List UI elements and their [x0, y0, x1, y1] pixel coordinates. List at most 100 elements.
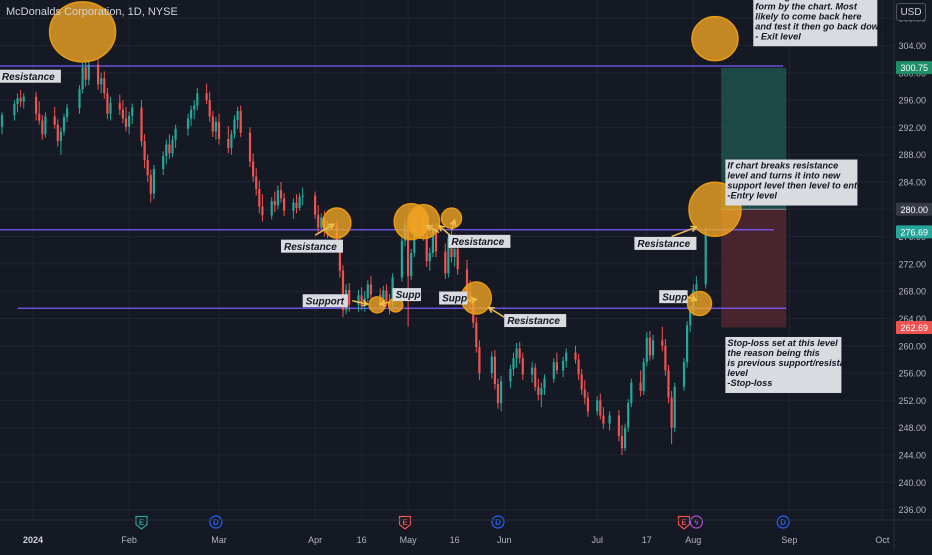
- event-marker[interactable]: D: [491, 515, 505, 529]
- arrow[interactable]: [425, 224, 440, 234]
- candle-body: [410, 252, 413, 277]
- arrow[interactable]: [686, 295, 698, 302]
- candle: [128, 111, 131, 135]
- candle: [131, 103, 134, 124]
- candle: [360, 287, 363, 311]
- candle: [171, 135, 174, 158]
- candle-body: [639, 382, 642, 391]
- highlight-circle[interactable]: [686, 290, 713, 317]
- level-label[interactable]: Supp: [439, 291, 468, 305]
- arrow-shaft: [314, 223, 335, 236]
- price-badge-label: 276.69: [900, 227, 928, 237]
- arrow-shaft: [380, 301, 390, 305]
- level-label[interactable]: Supp: [392, 288, 421, 301]
- price-tick-label: 304.00: [898, 41, 926, 51]
- event-marker[interactable]: E: [398, 515, 412, 530]
- highlight-circle[interactable]: [322, 207, 352, 239]
- level-label[interactable]: Resistance: [504, 314, 567, 327]
- candle-body: [230, 134, 233, 148]
- candle: [444, 243, 447, 279]
- candle-body: [261, 206, 264, 216]
- price-badge-bg: [896, 202, 932, 216]
- level-label[interactable]: Resistance: [0, 69, 61, 83]
- candle: [35, 91, 38, 121]
- highlight-circle[interactable]: [48, 1, 117, 63]
- candle-body: [534, 367, 537, 387]
- arrow[interactable]: [466, 296, 478, 304]
- candle: [62, 113, 66, 136]
- candle-body: [518, 348, 521, 359]
- candle: [248, 127, 252, 167]
- candle: [630, 378, 633, 408]
- arrow[interactable]: [352, 299, 370, 307]
- candle-body: [236, 111, 239, 120]
- event-marker[interactable]: ϟ: [689, 515, 704, 529]
- arrow[interactable]: [437, 224, 452, 238]
- level-label-text: Supp: [442, 294, 467, 305]
- candle-body: [22, 96, 25, 102]
- event-marker[interactable]: D: [776, 515, 790, 529]
- candle-body: [555, 362, 558, 371]
- price-badge[interactable]: 276.69: [896, 225, 932, 239]
- currency-button[interactable]: USD: [896, 3, 926, 21]
- level-label[interactable]: Resistance: [448, 234, 511, 248]
- price-badge[interactable]: 300.75: [896, 61, 932, 75]
- arrow-shaft: [450, 220, 456, 231]
- note-boxes[interactable]: Last highest resistance lineform by the …: [725, 0, 885, 393]
- arrow[interactable]: [487, 306, 505, 318]
- arrow[interactable]: [314, 223, 336, 236]
- time-tick-label: Mar: [211, 535, 227, 545]
- candle: [596, 396, 599, 416]
- candle: [627, 399, 630, 432]
- event-marker[interactable]: E: [677, 515, 691, 530]
- level-label[interactable]: Resistance: [634, 236, 697, 250]
- arrows[interactable]: [314, 218, 698, 318]
- arrow-head: [327, 223, 336, 230]
- highlight-circle[interactable]: [406, 203, 441, 240]
- price-badge[interactable]: 262.69: [896, 320, 932, 334]
- level-label[interactable]: Support: [302, 294, 348, 307]
- arrow[interactable]: [378, 299, 390, 307]
- candle: [366, 280, 369, 303]
- note-box[interactable]: Last highest resistance lineform by the …: [753, 0, 885, 47]
- arrow-head: [487, 306, 495, 314]
- price-badge[interactable]: 280.00: [896, 202, 932, 216]
- level-labels[interactable]: Resistance Resistance Support Supp Resistanc…: [0, 69, 697, 327]
- highlight-circle[interactable]: [440, 207, 463, 229]
- event-marker[interactable]: E: [135, 515, 148, 530]
- note-line: the reason being this: [727, 348, 819, 358]
- level-label[interactable]: Supp: [659, 290, 688, 303]
- candle: [555, 352, 558, 375]
- note-line: form by the chart. Most: [755, 1, 858, 11]
- time-axis[interactable]: 2024 Feb Mar Apr 16 May 16 Jun Jul 17 Aug Sep Oct: [0, 519, 932, 545]
- price-badge-label: 262.69: [900, 323, 928, 333]
- time-tick-label: 2024: [23, 535, 43, 545]
- candle-body: [478, 347, 481, 374]
- level-label-text: Resistance: [284, 242, 337, 253]
- candle: [165, 139, 168, 165]
- time-tick-label: May: [400, 535, 418, 545]
- level-label[interactable]: Resistance: [281, 239, 343, 253]
- arrow-head: [690, 295, 698, 302]
- candle-body: [19, 98, 22, 102]
- candle-body: [651, 340, 655, 356]
- candle: [140, 100, 143, 147]
- candle-body: [496, 384, 500, 404]
- candle: [106, 87, 109, 120]
- arrow[interactable]: [671, 225, 698, 238]
- candle-body: [233, 119, 236, 135]
- candle: [227, 126, 230, 154]
- candle: [270, 197, 273, 220]
- note-box-bg: [725, 159, 858, 206]
- arrow-shaft: [352, 300, 368, 305]
- highlight-circle[interactable]: [691, 15, 739, 62]
- event-marker[interactable]: D: [209, 515, 223, 529]
- arrow[interactable]: [449, 218, 457, 231]
- price-tick-label: 272.00: [898, 259, 926, 269]
- candle-body: [273, 201, 276, 206]
